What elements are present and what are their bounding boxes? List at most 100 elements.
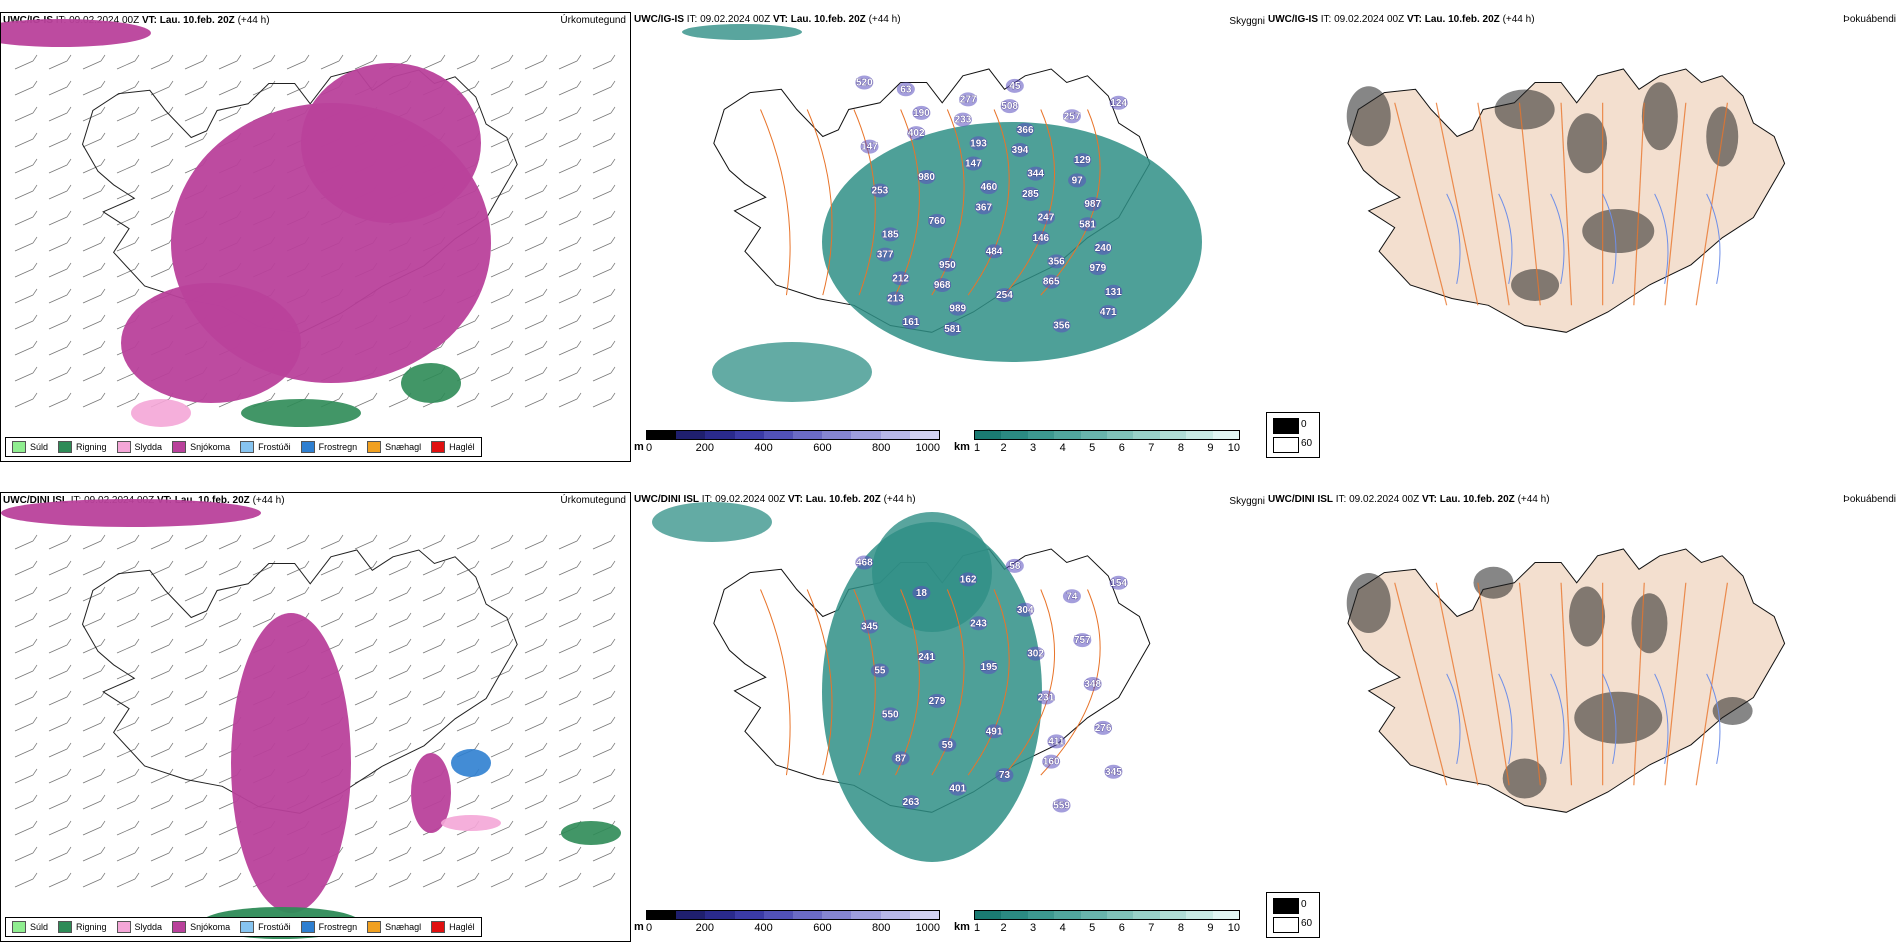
wind-barb — [82, 794, 106, 810]
vt-label: VT: — [1406, 14, 1422, 25]
barb-flag — [338, 560, 344, 568]
barb-shaft — [184, 540, 204, 550]
barb-shaft — [48, 774, 68, 784]
wind-barb — [286, 560, 310, 576]
barb-shaft — [150, 112, 170, 122]
wind-barb — [82, 586, 106, 602]
it-value: 09.02.2024 00Z — [1349, 494, 1420, 505]
barb-flag — [610, 288, 616, 296]
barb-flag — [66, 768, 72, 776]
barb-flag — [66, 690, 72, 698]
barb-shaft — [456, 670, 476, 680]
road-line — [760, 109, 791, 296]
barb-flag — [508, 560, 514, 568]
barb-flag — [542, 54, 548, 62]
barb-shaft — [48, 112, 68, 122]
wind-barb — [184, 742, 208, 758]
panel-label: Þokuábendi — [1843, 14, 1896, 25]
barb-flag — [338, 846, 344, 854]
visibility-panel-row1: UWC/IG-IS IT: 09.02.2024 00Z VT: Lau. 10… — [632, 12, 1265, 462]
wind-barb — [558, 846, 582, 862]
barb-shaft — [524, 670, 544, 680]
barb-flag — [134, 106, 140, 114]
barb-flag — [508, 366, 514, 374]
wind-barb — [490, 392, 514, 408]
wind-barb — [286, 80, 310, 96]
barb-shaft — [558, 398, 578, 408]
barb-shaft — [14, 748, 34, 758]
legend-swatch — [367, 441, 382, 453]
barb-shaft — [558, 138, 578, 148]
barb-flag — [372, 612, 378, 620]
barb-flag — [610, 846, 616, 854]
barb-flag — [542, 794, 548, 802]
barb-flag — [202, 872, 208, 880]
ceiling-label: 968 — [934, 280, 951, 291]
barb-shaft — [524, 722, 544, 732]
river-line — [1602, 673, 1617, 764]
barb-flag — [542, 872, 548, 880]
wind-barb — [48, 184, 72, 200]
barb-flag — [576, 768, 582, 776]
barb-flag — [542, 612, 548, 620]
legend-label: Súld — [30, 442, 49, 452]
legend-label: Frostúði — [258, 922, 291, 932]
barb-shaft — [490, 216, 510, 226]
ceiling-patch — [1073, 153, 1092, 168]
barb-shaft — [592, 540, 612, 550]
wind-barb — [558, 392, 582, 408]
wind-barb — [184, 846, 208, 862]
barb-shaft — [490, 398, 510, 408]
snow-area — [121, 283, 301, 403]
barb-flag — [372, 392, 378, 400]
barb-flag — [66, 132, 72, 140]
wind-barb — [14, 314, 38, 330]
legend-swatch — [58, 921, 73, 933]
ceiling-patch — [1026, 646, 1045, 661]
wind-barb — [82, 288, 106, 304]
barb-shaft — [82, 722, 102, 732]
wind-barb — [14, 340, 38, 356]
barb-flag — [610, 80, 616, 88]
wind-barb — [14, 366, 38, 382]
barb-flag — [542, 340, 548, 348]
barb-shaft — [82, 216, 102, 226]
barb-flag — [508, 340, 514, 348]
barb-shaft — [286, 592, 306, 602]
wind-barb — [150, 690, 174, 706]
barb-shaft — [14, 190, 34, 200]
barb-shaft — [14, 320, 34, 330]
panel-label: Skyggni — [1229, 16, 1265, 27]
barb-shaft — [82, 268, 102, 278]
barb-shaft — [116, 112, 136, 122]
scale-tick: 8 — [1177, 922, 1184, 934]
wind-barb — [592, 664, 616, 680]
barb-flag — [474, 106, 480, 114]
barb-flag — [610, 54, 616, 62]
lead-time: (+44 h) — [883, 494, 916, 505]
ceiling-label: 124 — [1110, 98, 1127, 109]
barb-shaft — [14, 216, 34, 226]
barb-shaft — [218, 540, 238, 550]
barb-shaft — [422, 670, 442, 680]
barb-shaft — [184, 618, 204, 628]
barb-flag — [542, 846, 548, 854]
barb-shaft — [558, 112, 578, 122]
barb-shaft — [184, 748, 204, 758]
wind-barb — [524, 612, 548, 628]
barb-flag — [508, 612, 514, 620]
barb-flag — [236, 560, 242, 568]
wind-barb — [490, 210, 514, 226]
scale-swatch — [1054, 431, 1081, 439]
wind-barb — [82, 210, 106, 226]
barb-flag — [474, 560, 480, 568]
barb-flag — [304, 54, 310, 62]
barb-flag — [304, 534, 310, 542]
ceiling-label: 377 — [877, 250, 894, 261]
barb-flag — [66, 80, 72, 88]
ceiling-patch — [902, 315, 921, 330]
wind-barb — [82, 612, 106, 628]
road-line — [931, 589, 965, 776]
barb-flag — [508, 106, 514, 114]
barb-shaft — [116, 372, 136, 382]
